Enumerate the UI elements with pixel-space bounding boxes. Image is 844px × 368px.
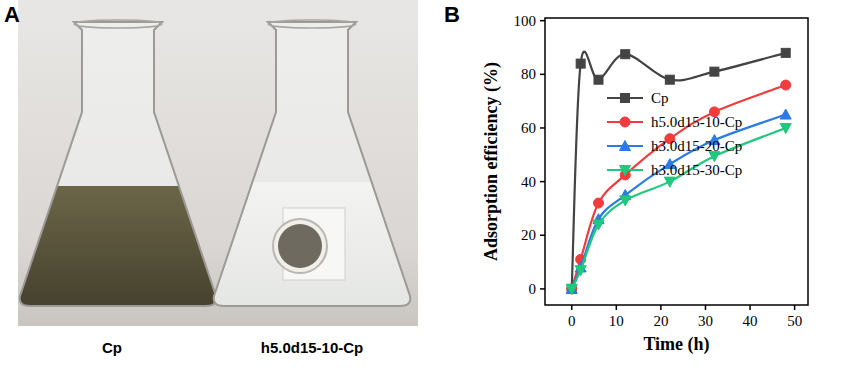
y-tick-label: 0 xyxy=(529,281,537,297)
data-point xyxy=(566,284,577,294)
panel-label: A xyxy=(4,2,20,27)
data-point xyxy=(664,177,675,187)
data-point xyxy=(710,67,719,76)
series xyxy=(567,80,791,294)
legend-label: h5.0d15-10-Cp xyxy=(651,114,742,130)
flask-rim xyxy=(268,20,356,28)
x-tick xyxy=(794,305,796,310)
y-tick xyxy=(540,235,545,237)
data-point xyxy=(567,284,577,294)
x-tick xyxy=(571,305,573,310)
x-axis-label: Time (h) xyxy=(643,334,709,355)
y-tick xyxy=(540,20,545,22)
data-point xyxy=(594,75,603,84)
legend: Cp h5.0d15-10-Cp h3.0d15-20-Cp h3.0d15-30-C… xyxy=(607,90,742,178)
x-tick xyxy=(660,305,662,310)
data-point xyxy=(781,48,790,57)
series xyxy=(566,123,791,294)
x-tick-label: 10 xyxy=(609,313,624,329)
plot-frame xyxy=(545,18,808,305)
series xyxy=(566,109,791,293)
flask-outline xyxy=(214,22,411,306)
x-tick-label: 30 xyxy=(698,313,713,329)
legend-label: h3.0d15-20-Cp xyxy=(651,138,742,154)
photo-caption: h5.0d15-10-Cp xyxy=(261,339,364,356)
data-point xyxy=(780,109,791,119)
x-tick-label: 50 xyxy=(787,313,802,329)
data-point xyxy=(621,50,630,59)
y-tick xyxy=(540,74,545,76)
x-tick xyxy=(749,305,751,310)
x-tick-label: 0 xyxy=(568,313,576,329)
y-tick xyxy=(540,127,545,129)
legend-marker xyxy=(620,141,631,151)
data-point xyxy=(566,283,577,293)
series-line xyxy=(572,52,786,289)
y-axis-label: Adsorption efficiency (%) xyxy=(481,62,502,261)
data-point xyxy=(593,198,603,208)
data-point xyxy=(620,196,631,206)
flask xyxy=(192,20,432,368)
y-tick-label: 40 xyxy=(521,174,536,190)
y-tick-label: 60 xyxy=(521,120,536,136)
flask-rim xyxy=(74,20,162,28)
data-point xyxy=(781,80,791,90)
data-point xyxy=(665,75,674,84)
flask-outline xyxy=(20,22,217,306)
y-tick xyxy=(540,288,545,290)
legend-marker xyxy=(620,166,631,176)
data-point xyxy=(593,220,604,230)
y-tick xyxy=(540,181,545,183)
series xyxy=(567,48,790,293)
data-point xyxy=(780,123,791,133)
panel-label: B xyxy=(444,2,460,27)
adsorbent-disc xyxy=(278,224,322,268)
x-tick-label: 20 xyxy=(653,313,668,329)
series-line xyxy=(572,85,786,289)
legend-label: Cp xyxy=(651,90,669,106)
legend-marker xyxy=(620,117,630,127)
flask-liquid xyxy=(0,186,238,368)
x-tick-label: 40 xyxy=(743,313,758,329)
y-tick-label: 100 xyxy=(514,13,537,29)
series-line xyxy=(572,128,786,289)
x-tick xyxy=(616,305,618,310)
series-line xyxy=(572,115,786,289)
plot-area xyxy=(566,48,791,294)
x-tick xyxy=(705,305,707,310)
flask xyxy=(0,20,238,368)
legend-marker xyxy=(621,94,630,103)
figure: A Cp h5.0d15-10-Cp B 0 10 20 30 40 50 0 20 40 60 80 100… xyxy=(0,0,844,368)
y-tick-label: 20 xyxy=(521,227,536,243)
flask-liquid xyxy=(192,182,432,368)
photo-caption: Cp xyxy=(102,339,122,356)
data-point xyxy=(567,284,576,293)
adsorbent-disc-rim xyxy=(273,219,327,273)
legend-label: h3.0d15-30-Cp xyxy=(651,162,742,178)
data-point xyxy=(576,59,585,68)
y-tick-label: 80 xyxy=(521,66,536,82)
data-point xyxy=(575,266,586,276)
